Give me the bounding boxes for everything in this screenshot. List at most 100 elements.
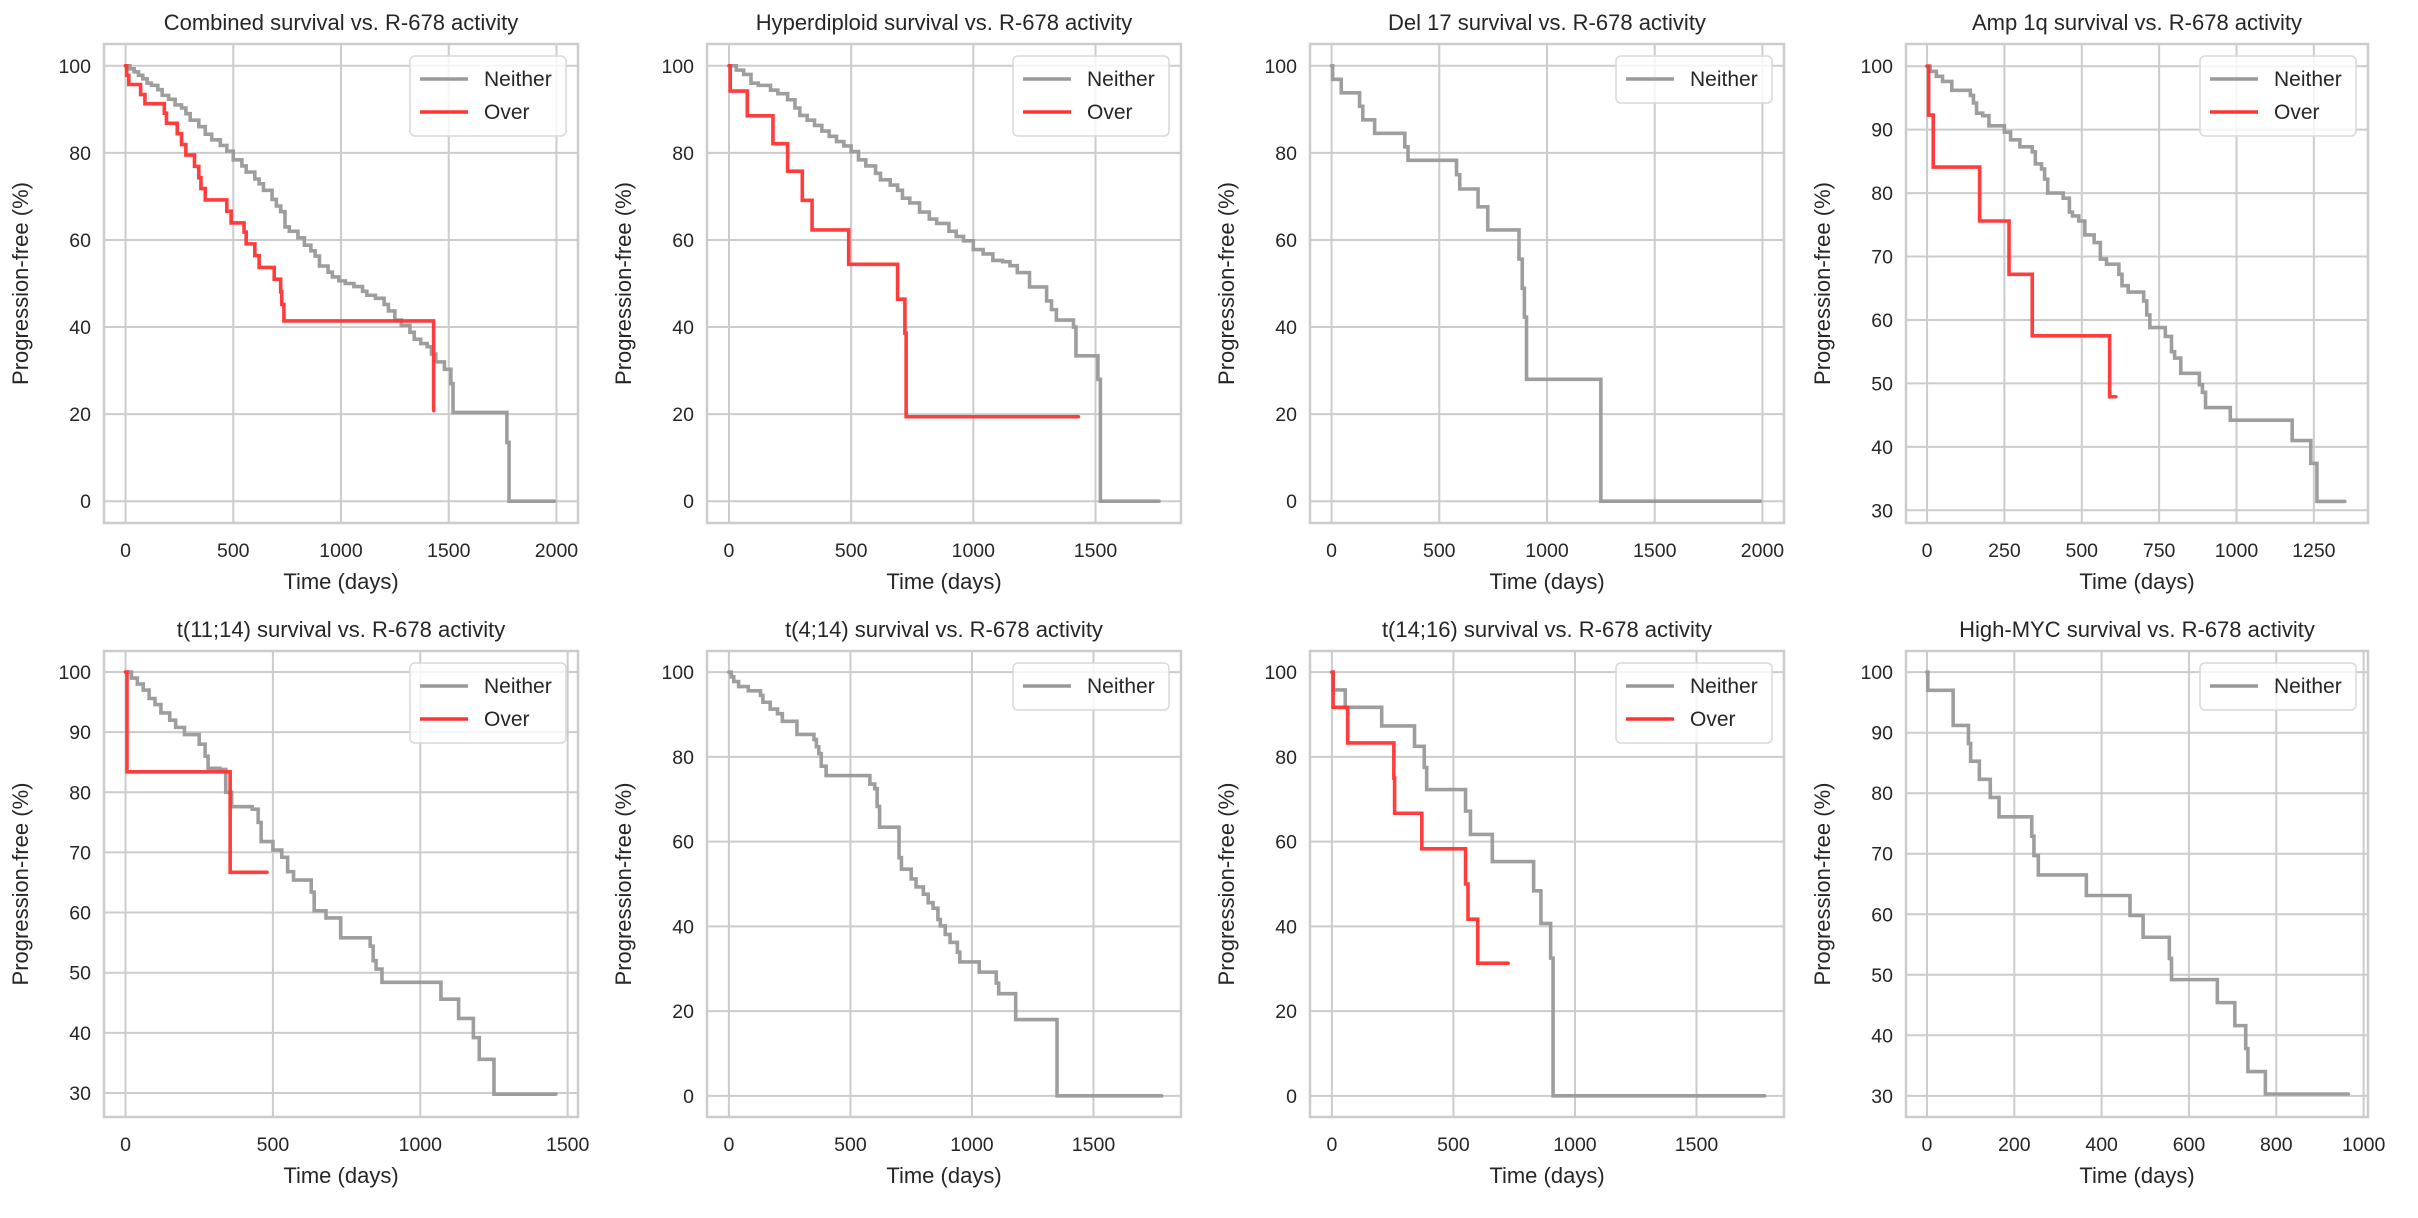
chart-title: t(14;16) survival vs. R-678 activity [1382,617,1712,642]
x-tick-label: 0 [120,540,131,562]
y-tick-label: 100 [1860,56,1893,78]
y-tick-label: 100 [1860,662,1893,684]
y-axis-label: Progression-free (%) [1810,783,1835,986]
legend-label-neither: Neither [2274,675,2342,698]
series-line-neither [727,670,1164,1098]
x-axis-label: Time (days) [2079,1163,2194,1188]
y-tick-label: 40 [672,317,694,339]
y-tick-label: 60 [69,230,91,252]
y-axis-label: Progression-free (%) [1214,182,1239,385]
x-axis-label: Time (days) [886,1163,1001,1188]
y-tick-label: 100 [1264,56,1297,78]
chart-title: Del 17 survival vs. R-678 activity [1388,10,1706,35]
y-tick-label: 20 [1275,404,1297,426]
legend-box [1615,55,1773,104]
x-tick-label: 1000 [1553,1134,1597,1156]
x-axis-label: Time (days) [2079,569,2194,594]
x-tick-label: 0 [120,1134,131,1156]
x-tick-label: 1500 [1074,540,1118,562]
y-axis-label: Progression-free (%) [8,182,33,385]
y-tick-label: 40 [1275,317,1297,339]
y-tick-label: 30 [69,1083,91,1105]
series-line-over [123,670,269,875]
x-tick-label: 500 [257,1134,290,1156]
x-tick-label: 1000 [319,540,363,562]
x-tick-label: 0 [1922,1134,1933,1156]
x-tick-label: 500 [1423,540,1456,562]
y-tick-label: 100 [661,662,694,684]
legend-label-neither: Neither [484,675,552,698]
legend-label-over: Over [1087,101,1133,124]
y-axis-label: Progression-free (%) [1810,182,1835,385]
y-tick-label: 70 [1871,844,1893,866]
x-tick-label: 2000 [1741,540,1785,562]
y-tick-label: 100 [1264,662,1297,684]
series-line-neither [1330,670,1767,1098]
x-tick-label: 1500 [546,1134,590,1156]
y-tick-label: 0 [1286,1086,1297,1108]
x-axis-label: Time (days) [283,1163,398,1188]
y-axis-label: Progression-free (%) [611,783,636,986]
axes-frame [1308,42,1786,525]
y-tick-label: 60 [672,230,694,252]
x-tick-label: 750 [2143,540,2176,562]
y-tick-label: 50 [69,963,91,985]
y-tick-label: 20 [672,404,694,426]
x-tick-label: 2000 [535,540,579,562]
y-tick-label: 90 [1871,723,1893,745]
x-axis-label: Time (days) [1489,1163,1604,1188]
series-line-over [123,63,436,413]
x-axis-label: Time (days) [886,569,1001,594]
legend-box [1012,55,1170,137]
series-line-over [1925,64,2118,399]
x-tick-label: 0 [724,540,735,562]
y-tick-label: 80 [1871,783,1893,805]
y-tick-label: 0 [1286,491,1297,513]
series-line-over [1330,670,1510,966]
series-line-neither [1329,63,1763,504]
legend-box [409,662,567,744]
y-tick-label: 100 [661,56,694,78]
chart-high-myc: 0 200 400 600 800 1000 30 40 50 60 70 80 90 100 High-M… [1810,617,2385,1188]
y-tick-label: 80 [69,782,91,804]
y-tick-label: 0 [80,491,91,513]
axes-frame [102,42,580,525]
legend-label-neither: Neither [1087,675,1155,698]
legend: Neither [2199,662,2357,711]
y-tick-label: 90 [1871,120,1893,142]
y-tick-label: 40 [69,317,91,339]
legend-box [1615,662,1773,744]
x-tick-label: 1000 [2342,1134,2386,1156]
series-line-neither [123,670,558,1096]
y-tick-label: 40 [1871,1025,1893,1047]
legend-label-neither: Neither [1087,68,1155,91]
chart-del-17: 0 500 1000 1500 2000 0 20 40 60 80 100 Del 17 survi… [1214,10,1786,594]
x-tick-label: 1000 [1525,540,1569,562]
x-tick-label: 500 [217,540,250,562]
y-tick-label: 80 [672,143,694,165]
x-tick-label: 1000 [952,540,996,562]
axes-frame [1308,649,1786,1119]
legend: Neither [1012,662,1170,711]
y-tick-label: 60 [1275,230,1297,252]
y-tick-label: 40 [1871,437,1893,459]
y-tick-label: 30 [1871,1086,1893,1108]
legend-label-over: Over [484,101,530,124]
plot-area [1906,651,2368,1117]
x-tick-label: 500 [835,540,868,562]
y-tick-label: 40 [69,1023,91,1045]
y-tick-label: 80 [1871,183,1893,205]
y-tick-label: 80 [672,747,694,769]
series-line-neither [1925,670,2351,1096]
chart-t-11-14: 0 500 1000 1500 30 40 50 60 70 80 90 100 t(11;14) su… [8,617,590,1188]
y-tick-label: 20 [1275,1001,1297,1023]
x-tick-label: 1500 [427,540,471,562]
legend-label-neither: Neither [1690,675,1758,698]
y-tick-label: 20 [672,1001,694,1023]
axes-frame [1904,649,2370,1119]
y-tick-label: 100 [58,56,91,78]
legend-box [2199,662,2357,711]
y-tick-label: 20 [69,404,91,426]
series-line-neither [1925,64,2347,504]
legend: Neither Over [1615,662,1773,744]
